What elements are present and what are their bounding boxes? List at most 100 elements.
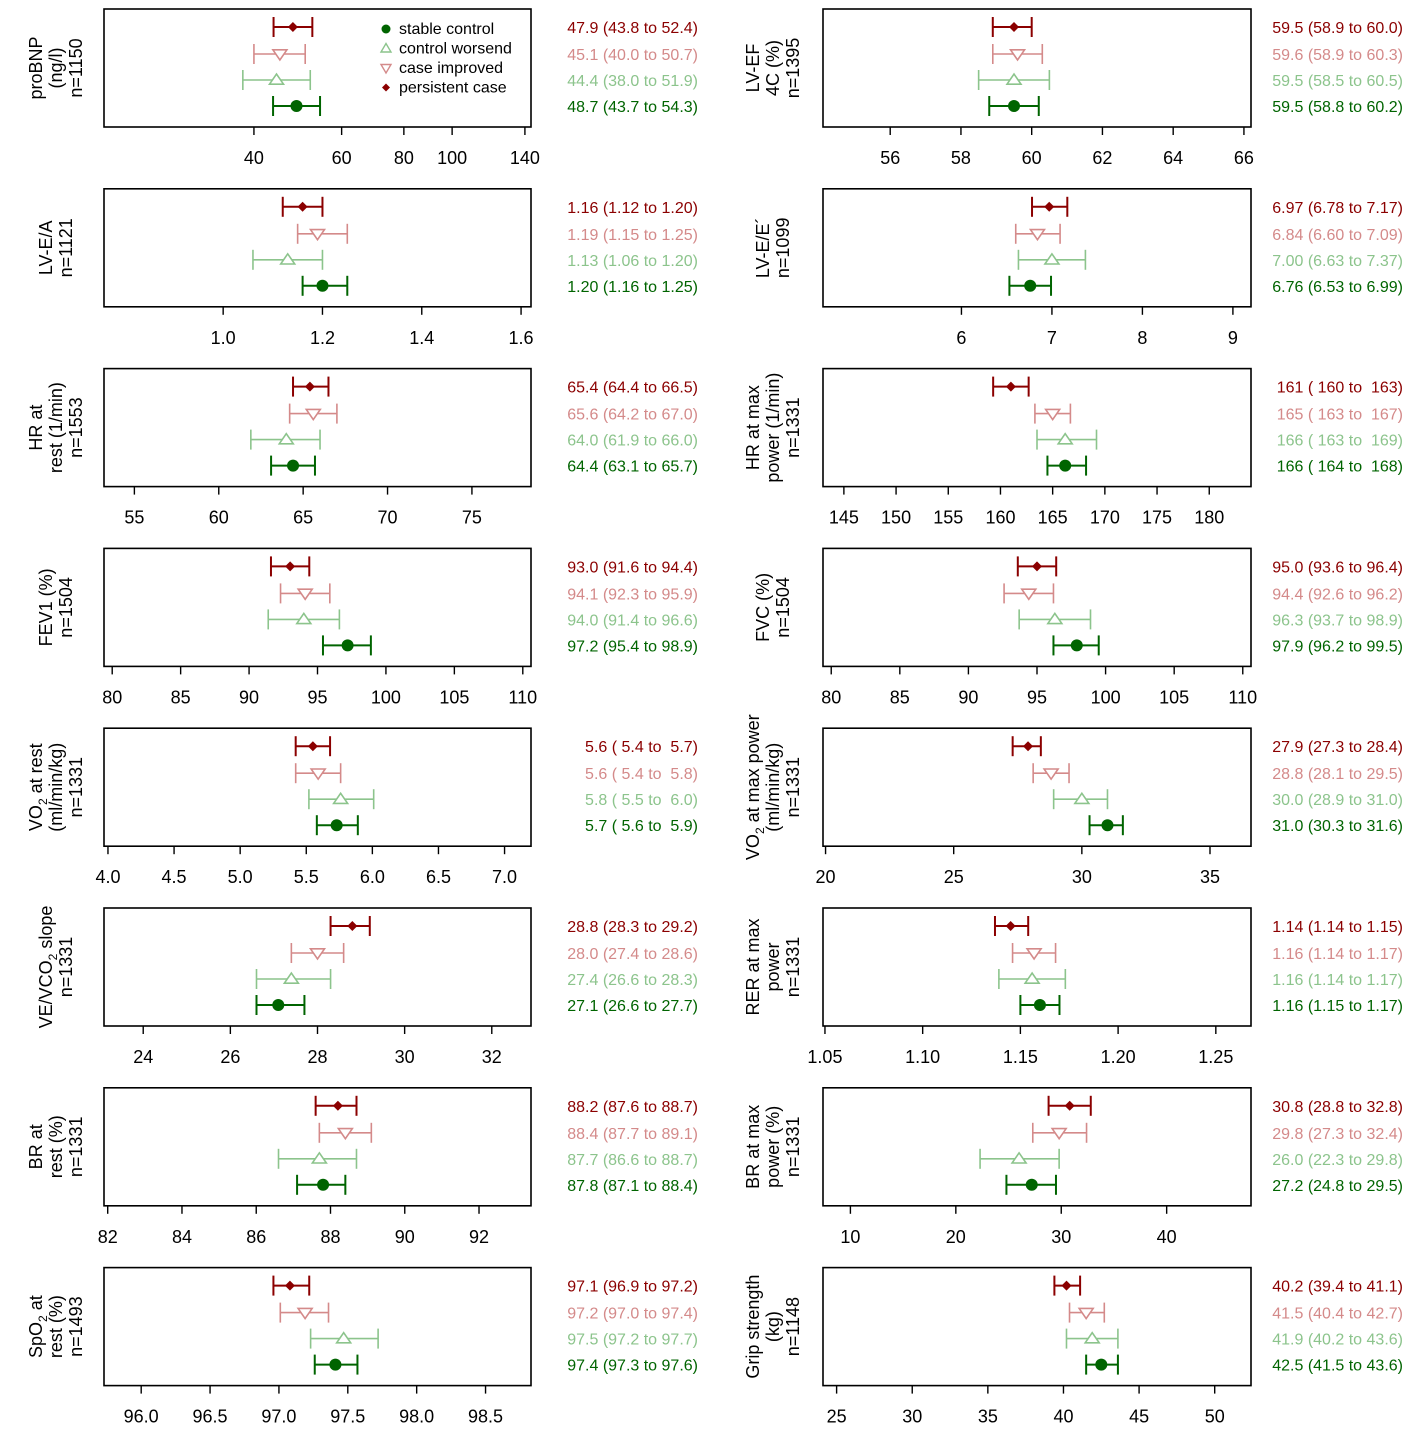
series-case-improved: 94.4 (92.6 to 96.2) — [1003, 583, 1403, 604]
diamond-marker — [1064, 1100, 1075, 1111]
y-axis-label-line: rest (%) — [46, 1295, 66, 1358]
series-persistent-case: 27.9 (27.3 to 28.4) — [1011, 736, 1403, 757]
series-case-improved: 1.19 (1.15 to 1.25) — [296, 223, 698, 244]
series-stable-control: 27.2 (24.8 to 29.5) — [1005, 1174, 1403, 1195]
estimate-label: 88.4 (87.7 to 89.1) — [567, 1126, 698, 1143]
plot-frame — [822, 367, 1252, 488]
series-stable-control: 97.2 (95.4 to 98.9) — [321, 635, 698, 656]
x-tick-label: 96.5 — [193, 1407, 228, 1427]
series-stable-control: 97.9 (96.2 to 99.5) — [1052, 635, 1403, 656]
y-axis-label-line: power (%) — [763, 1106, 783, 1188]
x-tick-label: 45 — [1129, 1407, 1149, 1427]
estimate-label: 97.2 (95.4 to 98.9) — [567, 638, 698, 655]
panel-fvc: 80 85 90 95 100 105 110 FVC (%) n=1504 95.0 (93.6… — [753, 547, 1403, 707]
series-persistent-case: 65.4 (64.4 to 66.5) — [292, 376, 698, 397]
legend-item: persistent case — [382, 80, 507, 97]
estimate-label: 45.1 (40.0 to 50.7) — [567, 47, 698, 64]
y-axis-label-line: n=1331 — [783, 757, 803, 818]
estimate-label: 59.5 (58.5 to 60.5) — [1272, 73, 1403, 90]
estimate-label: 94.4 (92.6 to 96.2) — [1272, 586, 1403, 603]
panel-brmax: 10 20 30 40 BR at max power (%) n=1331 30.8 (28… — [743, 1087, 1403, 1247]
circle-marker — [1008, 100, 1021, 112]
estimate-label: 1.16 (1.14 to 1.17) — [1272, 946, 1403, 963]
series-case-improved: 65.6 (64.2 to 67.0) — [288, 403, 698, 424]
y-axis-label-line: VO2 at rest — [26, 743, 50, 831]
x-tick-label: 7.0 — [492, 867, 517, 887]
x-tick-label: 155 — [933, 508, 963, 528]
x-tick-label: 84 — [172, 1227, 192, 1247]
x-tick-label: 30 — [1072, 867, 1092, 887]
x-tick-label: 85 — [890, 687, 910, 707]
x-tick-label: 90 — [239, 687, 259, 707]
estimate-label: 161 ( 160 to 163) — [1277, 380, 1403, 397]
x-tick-label: 25 — [827, 1407, 847, 1427]
x-tick-label: 180 — [1194, 508, 1224, 528]
x-tick-label: 20 — [816, 867, 836, 887]
diamond-marker — [1023, 741, 1034, 752]
x-tick-label: 75 — [462, 508, 482, 528]
y-axis-label-line: (ml/min/kg) — [46, 743, 66, 832]
x-tick-label: 100 — [437, 148, 467, 168]
x-tick-label: 25 — [944, 867, 964, 887]
x-tick-label: 90 — [395, 1227, 415, 1247]
estimate-label: 95.0 (93.6 to 96.4) — [1272, 559, 1403, 576]
y-axis-label-line: n=1395 — [783, 38, 803, 99]
y-axis-label-line: n=1493 — [66, 1296, 86, 1357]
series-control-worsend: 59.5 (58.5 to 60.5) — [977, 70, 1403, 90]
diamond-icon — [382, 83, 390, 92]
diamond-marker — [284, 1280, 295, 1291]
circle-icon — [381, 24, 391, 34]
estimate-label: 27.1 (26.6 to 27.7) — [567, 998, 698, 1015]
legend-item: stable control — [381, 21, 494, 38]
x-tick-label: 65 — [293, 508, 313, 528]
x-tick-label: 6.0 — [360, 867, 385, 887]
series-persistent-case: 161 ( 160 to 163) — [992, 376, 1403, 397]
y-axis-label-line: FVC (%) — [753, 573, 773, 642]
triangle-up-marker — [277, 432, 295, 445]
x-tick-label: 160 — [985, 508, 1015, 528]
triangle-down-marker — [1042, 768, 1060, 781]
x-tick-label: 60 — [1022, 148, 1042, 168]
y-axis-label-line: n=1331 — [66, 1117, 86, 1178]
triangle-up-marker — [310, 1151, 328, 1164]
estimate-label: 59.5 (58.9 to 60.0) — [1272, 20, 1403, 37]
series-case-improved: 5.6 ( 5.4 to 5.8) — [294, 763, 698, 784]
y-axis-label: proBNP (ng/l) n=1150 — [26, 36, 86, 99]
legend: stable control control worsend case improv… — [379, 21, 512, 97]
plot-frame — [103, 188, 532, 308]
series-persistent-case: 97.1 (96.9 to 97.2) — [272, 1275, 698, 1296]
x-tick-label: 105 — [1159, 687, 1189, 707]
y-axis-label-line: n=1331 — [783, 937, 803, 998]
x-tick-label: 35 — [978, 1407, 998, 1427]
x-tick-label: 98.5 — [468, 1407, 503, 1427]
series-stable-control: 166 ( 164 to 168) — [1046, 455, 1403, 476]
x-tick-label: 97.0 — [261, 1407, 296, 1427]
triangle-up-marker — [335, 1331, 353, 1344]
x-tick-label: 64 — [1163, 148, 1183, 168]
estimate-label: 166 ( 164 to 168) — [1277, 459, 1403, 476]
x-tick-label: 55 — [124, 508, 144, 528]
estimate-label: 97.5 (97.2 to 97.7) — [567, 1332, 698, 1349]
x-tick-label: 24 — [133, 1047, 153, 1067]
estimate-label: 31.0 (30.3 to 31.6) — [1272, 818, 1403, 835]
y-axis-label-line: proBNP — [26, 36, 46, 99]
series-persistent-case: 40.2 (39.4 to 41.1) — [1053, 1275, 1403, 1296]
x-tick-label: 9 — [1228, 328, 1238, 348]
y-axis-label: VO2 at max power (ml/min/kg) n=1331 — [743, 714, 803, 860]
series-case-improved: 1.16 (1.14 to 1.17) — [1011, 943, 1403, 963]
diamond-marker — [1005, 921, 1016, 931]
series-control-worsend: 41.9 (40.2 to 43.6) — [1065, 1328, 1403, 1349]
x-tick-label: 98.0 — [399, 1407, 434, 1427]
y-axis-label-line: n=1121 — [56, 218, 76, 277]
y-axis-label-line: (ml/min/kg) — [763, 743, 783, 832]
triangle-down-marker — [271, 48, 289, 62]
estimate-label: 48.7 (43.7 to 54.3) — [567, 99, 698, 116]
x-tick-label: 5.5 — [294, 867, 319, 887]
estimate-label: 1.20 (1.16 to 1.25) — [567, 279, 698, 296]
y-axis-label: HR at max power (1/min) n=1331 — [743, 373, 803, 483]
plot-frame — [103, 8, 532, 128]
series-control-worsend: 166 ( 163 to 169) — [1036, 429, 1403, 450]
y-axis-label-line: n=1331 — [783, 397, 803, 458]
triangle-up-icon — [379, 42, 393, 53]
